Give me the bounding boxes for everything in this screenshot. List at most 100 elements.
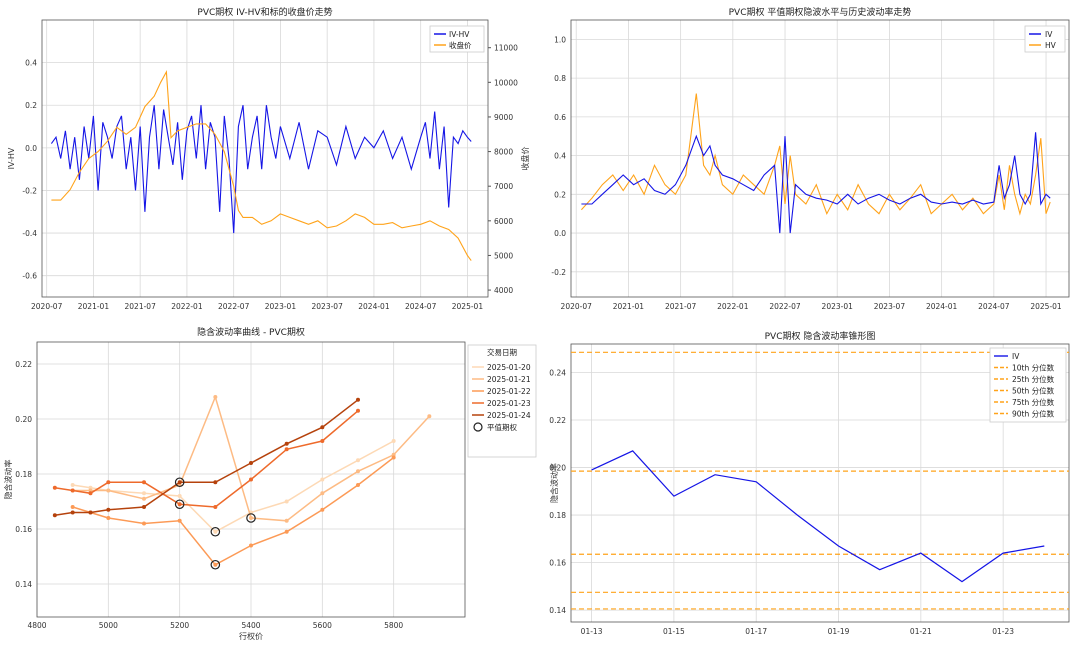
x-tick-label: 2021-01	[613, 302, 645, 311]
data-point	[391, 455, 396, 460]
data-point	[284, 441, 289, 446]
y-tick-label: -0.2	[551, 268, 566, 277]
y-tick-label: 0.16	[15, 525, 32, 534]
data-point	[142, 480, 146, 485]
y-left-tick-label: 0.2	[25, 101, 37, 110]
legend-label: 2025-01-20	[487, 363, 531, 372]
series-line-close	[51, 69, 472, 261]
data-point	[88, 488, 93, 493]
series-line-hv	[580, 93, 1051, 216]
data-point	[284, 447, 289, 452]
x-tick-label: 5000	[99, 621, 118, 630]
y-right-tick-label: 5000	[494, 251, 513, 260]
x-tick-label: 2021-01	[78, 302, 110, 311]
x-tick-label: 01-21	[910, 627, 932, 636]
y-right-tick-label: 6000	[494, 217, 513, 226]
x-tick-label: 2024-07	[405, 302, 437, 311]
data-point	[52, 485, 57, 490]
data-point	[427, 414, 432, 419]
x-tick-label: 2023-01	[822, 302, 854, 311]
x-tick-label: 2023-01	[265, 302, 297, 311]
plot-frame	[36, 341, 466, 618]
data-point	[356, 408, 360, 413]
legend-label: 50th 分位数	[1012, 386, 1055, 396]
legend-label: 平值期权	[487, 422, 517, 432]
data-point	[88, 485, 93, 490]
data-point	[177, 502, 182, 507]
series-line	[72, 440, 395, 533]
y-tick-label: 0.18	[15, 470, 32, 479]
atm-marker	[174, 477, 185, 488]
plot-frame	[570, 343, 1070, 623]
x-tick-label: 01-19	[828, 627, 850, 636]
y-right-tick-label: 7000	[494, 182, 513, 191]
y-left-tick-label: -0.6	[22, 272, 37, 281]
x-tick-label: 2022-01	[171, 302, 203, 311]
data-point	[213, 562, 218, 567]
data-point	[320, 477, 325, 482]
y-tick-label: 0.20	[15, 415, 32, 424]
data-point	[356, 469, 360, 474]
series-line	[72, 456, 395, 566]
x-tick-label: 2025-01	[452, 302, 484, 311]
x-tick-label: 2025-01	[1030, 302, 1062, 311]
x-tick-label: 01-23	[992, 627, 1014, 636]
data-point	[142, 521, 146, 526]
series-line-iv-hv	[50, 105, 472, 234]
x-tick-label: 2022-07	[769, 302, 801, 311]
panel-iv-cone: 01-13 01-15 01-17 01-19 01-21 01-23 0.14 0.16 0.…	[549, 330, 1070, 636]
x-axis-label: 行权价	[239, 631, 263, 641]
series-line	[72, 394, 430, 522]
y-right-tick-label: 10000	[494, 78, 518, 87]
legend-label: IV	[1012, 352, 1020, 361]
y-tick-label: 0.24	[549, 369, 566, 378]
y-left-tick-label: 0.4	[25, 59, 37, 68]
x-tick-label: 2023-07	[312, 302, 344, 311]
y-tick-label: 0.18	[549, 511, 566, 520]
y-axis-label: 隐含波动率	[3, 460, 13, 500]
data-point	[70, 483, 75, 487]
atm-marker	[174, 499, 185, 510]
data-point	[142, 491, 146, 496]
data-point	[88, 491, 93, 496]
y-tick-label: 0.4	[554, 152, 566, 161]
y-right-tick-label: 8000	[494, 148, 513, 157]
x-tick-label: 01-15	[663, 627, 685, 636]
plot-frame	[570, 19, 1070, 298]
legend-label: 2025-01-23	[487, 399, 531, 408]
data-point	[249, 477, 253, 482]
data-point	[70, 488, 75, 493]
data-point	[106, 480, 111, 485]
data-point	[213, 480, 218, 485]
y-tick-label: 0.8	[554, 74, 566, 83]
data-point	[320, 425, 325, 430]
y-left-tick-label: -0.2	[22, 186, 37, 195]
legend-label: 75th 分位数	[1012, 397, 1055, 407]
x-tick-label: 4800	[27, 621, 46, 630]
y-left-tick-label: -0.4	[22, 229, 37, 238]
data-point	[177, 518, 182, 523]
data-point	[320, 491, 325, 496]
legend-label: 收盘价	[449, 40, 472, 50]
data-point	[356, 483, 360, 487]
legend-box	[467, 344, 537, 458]
data-point	[213, 395, 218, 399]
x-tick-label: 2020-07	[561, 302, 593, 311]
y-right-tick-label: 11000	[494, 44, 518, 53]
x-tick-label: 5600	[313, 621, 332, 630]
legend-label: 2025-01-24	[487, 411, 531, 420]
panel-iv-smile: 4800 5000 5200 5400 5600 5800 0.14 0.16 0.18 0.20…	[3, 326, 537, 641]
data-point	[106, 516, 111, 520]
y-tick-label: 0.2	[554, 190, 566, 199]
y-tick-label: 0.22	[15, 360, 32, 369]
x-tick-label: 5400	[241, 621, 260, 630]
legend-box	[1024, 25, 1066, 53]
chart-title: PVC期权 平值期权隐波水平与历史波动率走势	[729, 6, 912, 18]
x-tick-label: 2021-07	[125, 302, 157, 311]
data-point	[284, 529, 289, 534]
series-line-iv	[591, 450, 1045, 583]
y-left-axis-label: IV-HV	[7, 147, 16, 169]
legend-title: 交易日期	[487, 347, 517, 357]
data-point	[391, 452, 396, 457]
